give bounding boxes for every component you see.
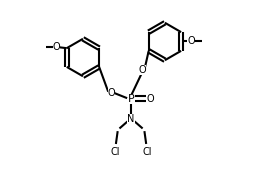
Text: O: O	[147, 94, 154, 104]
Text: O: O	[108, 88, 115, 98]
Text: Cl: Cl	[142, 147, 152, 157]
Text: P: P	[128, 94, 134, 104]
Text: O: O	[53, 42, 60, 52]
Text: O: O	[187, 37, 195, 47]
Text: O: O	[139, 65, 146, 75]
Text: N: N	[127, 114, 135, 124]
Text: Cl: Cl	[110, 147, 120, 157]
